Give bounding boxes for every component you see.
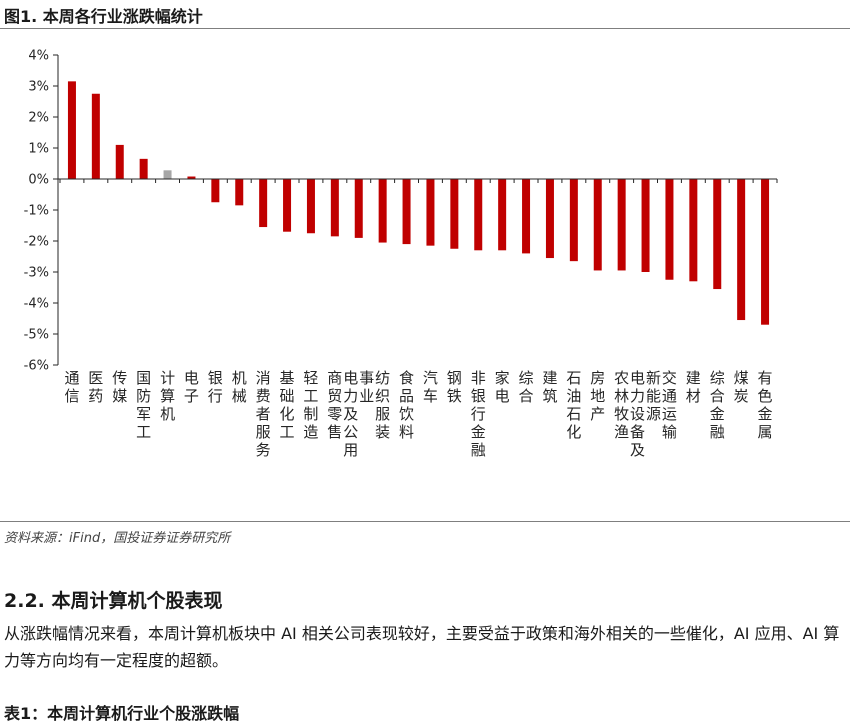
figure-title: 图1. 本周各行业涨跌幅统计 [4, 7, 203, 26]
bar [689, 179, 698, 282]
body-paragraph: 从涨跌幅情况来看，本周计算机板块中 AI 相关公司表现较好，主要受益于政策和海外… [4, 624, 840, 670]
bar [665, 179, 674, 280]
bar [330, 179, 339, 237]
bar [641, 179, 650, 272]
x-tick-label: 建材 [686, 369, 701, 405]
x-tick-label: 交通运输 [662, 369, 677, 441]
bar [139, 158, 148, 179]
x-tick-label: 石油石化 [566, 369, 581, 441]
y-axis: 4% 3% 2% 1% 0% -1% -2% -3% -4% -5% -6% [24, 49, 59, 374]
bar [737, 179, 746, 321]
x-tick-label: 有色金属 [757, 369, 772, 441]
bar [713, 179, 722, 290]
section-heading: 2.2. 本周计算机个股表现 [4, 590, 223, 612]
x-tick-label: 电子 [184, 369, 199, 405]
next-caption-partial: 表1：本周计算机行业个股涨跌幅 [4, 704, 240, 723]
bar [211, 179, 220, 203]
x-tick-label: 煤炭 [734, 369, 749, 405]
bar [259, 179, 268, 228]
bars [67, 81, 770, 325]
bar [402, 179, 411, 245]
y-tick-label: -5% [24, 328, 49, 343]
y-tick-label: 1% [28, 142, 49, 157]
bar [617, 179, 626, 271]
x-tick-label: 汽车 [423, 369, 438, 405]
source-note: 资料来源：iFind，国投证券证券研究所 [4, 531, 231, 546]
x-tick-label: 商贸零售 [327, 369, 342, 441]
y-tick-label: 2% [28, 111, 49, 126]
x-tick-label: 房地产 [590, 369, 605, 423]
bar [187, 176, 196, 179]
x-tick-label: 建筑 [542, 369, 557, 405]
x-axis [58, 178, 778, 183]
bar [569, 179, 578, 262]
x-tick-label: 传媒 [112, 369, 127, 405]
bar [91, 93, 100, 179]
x-tick-label: 综合 [518, 369, 533, 405]
x-tick-label: 电力及公用事业 [343, 369, 374, 459]
x-tick-label: 非银行金融 [471, 369, 486, 459]
y-tick-label: -3% [24, 266, 49, 281]
x-tick-label: 纺织服装 [375, 369, 390, 441]
x-tick-label: 医药 [88, 369, 103, 405]
y-tick-label: -1% [24, 204, 49, 219]
x-tick-label: 综合金融 [710, 369, 725, 441]
x-tick-label: 食品饮料 [399, 369, 414, 441]
x-tick-label: 通信 [64, 369, 79, 405]
x-tick-label: 国防军工 [136, 369, 151, 441]
top-rule [0, 28, 850, 29]
y-tick-label: 0% [28, 173, 49, 188]
y-tick-label: -4% [24, 297, 49, 312]
x-tick-label: 基础化工 [279, 369, 294, 441]
industry-change-bar-chart: 4% 3% 2% 1% 0% -1% -2% -3% -4% -5% -6% 通信医药传媒国防军工计… [24, 49, 778, 459]
x-tick-label: 轻工制造 [303, 369, 318, 441]
x-tick-label: 机械 [232, 369, 247, 405]
bar [283, 179, 292, 232]
bar [450, 179, 459, 249]
x-tick-label: 消费者服务 [256, 369, 271, 459]
bar [593, 179, 602, 271]
bar [474, 179, 483, 251]
bar [115, 144, 124, 179]
x-tick-label: 电力设备及新能源 [630, 369, 661, 459]
x-tick-label: 农林牧渔 [614, 369, 629, 441]
bar [378, 179, 387, 243]
x-tick-labels: 通信医药传媒国防军工计算机电子银行机械消费者服务基础化工轻工制造商贸零售电力及公… [64, 369, 772, 459]
x-tick-label: 家电 [495, 369, 510, 405]
x-tick-label: 银行 [208, 369, 223, 405]
y-tick-label: -6% [24, 359, 49, 374]
bar [426, 179, 435, 246]
bar [235, 179, 244, 206]
bottom-rule [0, 521, 850, 522]
bar [545, 179, 554, 259]
y-tick-label: -2% [24, 235, 49, 250]
bar [522, 179, 531, 254]
bar [67, 81, 76, 179]
x-tick-label: 钢铁 [447, 369, 462, 405]
y-tick-label: 3% [28, 80, 49, 95]
bar [761, 179, 770, 325]
bar [498, 179, 507, 251]
y-tick-label: 4% [28, 49, 49, 64]
bar [306, 179, 315, 234]
bar [163, 170, 172, 179]
bar [354, 179, 363, 238]
x-tick-label: 计算机 [160, 369, 175, 423]
